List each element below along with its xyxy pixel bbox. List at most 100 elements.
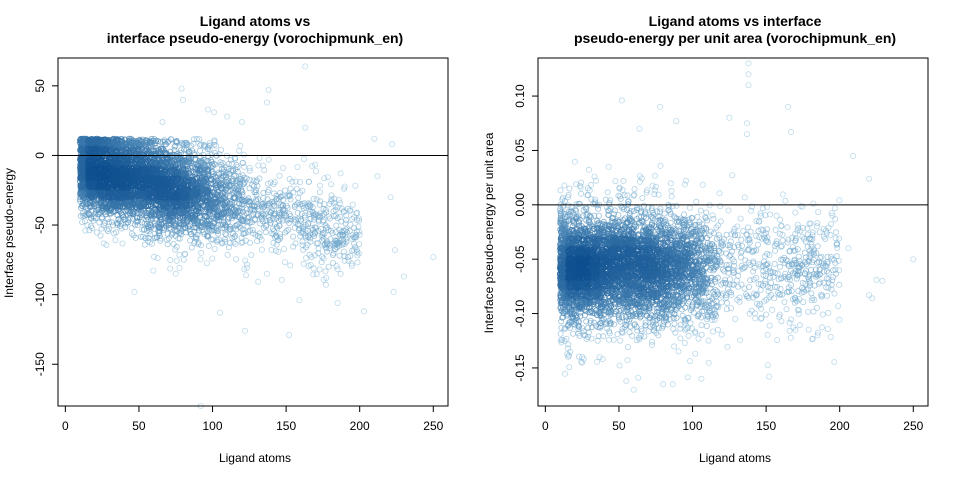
scatter-point (309, 231, 316, 238)
scatter-point (244, 214, 251, 221)
scatter-point (766, 373, 773, 380)
scatter-point (139, 226, 146, 233)
scatter-point (290, 233, 297, 240)
scatter-point (131, 288, 138, 295)
scatter-point (330, 250, 337, 257)
scatter-point (845, 245, 852, 252)
scatter-point (561, 182, 568, 189)
scatter-point (112, 237, 119, 244)
y-tick-label: -150 (33, 352, 47, 376)
scatter-point (171, 220, 178, 227)
scatter-point (222, 186, 229, 193)
scatter-point (242, 257, 249, 264)
scatter-point (113, 136, 120, 143)
scatter-point (240, 151, 247, 158)
scatter-point (233, 221, 240, 228)
scatter-point (669, 381, 676, 388)
scatter-point (161, 137, 168, 144)
scatter-point (673, 202, 680, 209)
scatter-point (237, 224, 244, 231)
scatter-point (222, 230, 229, 237)
scatter-point (618, 97, 625, 104)
scatter-point (319, 233, 326, 240)
x-tick-label: 150 (276, 419, 296, 433)
scatter-point (322, 206, 329, 213)
scatter-point (152, 137, 159, 144)
scatter-point (158, 156, 165, 163)
scatter-point (565, 341, 572, 348)
scatter-point (132, 218, 139, 225)
scatter-point (87, 204, 94, 211)
scatter-point (297, 233, 304, 240)
scatter-point (128, 230, 135, 237)
scatter-point (725, 207, 732, 214)
scatter-point (342, 232, 349, 239)
scatter-point (836, 281, 843, 288)
scatter-point (557, 187, 564, 194)
scatter-point (718, 331, 725, 338)
scatter-point (331, 195, 338, 202)
scatter-point (145, 234, 152, 241)
scatter-point (334, 266, 341, 273)
scatter-point (143, 146, 150, 153)
scatter-point (146, 228, 153, 235)
scatter-point (246, 164, 253, 171)
scatter-point (605, 336, 612, 343)
left-plot-y-axis-label: Interface pseudo-energy (2, 168, 16, 298)
scatter-point (222, 238, 229, 245)
scatter-point (641, 333, 648, 340)
scatter-point (242, 272, 249, 279)
scatter-point (698, 331, 705, 338)
scatter-point (221, 189, 228, 196)
scatter-point (293, 185, 300, 192)
scatter-point (164, 241, 171, 248)
scatter-point (166, 210, 173, 217)
scatter-point (336, 232, 343, 239)
scatter-point (716, 190, 723, 197)
scatter-point (389, 141, 396, 148)
scatter-point (325, 263, 332, 270)
scatter-point (312, 168, 319, 175)
scatter-point (273, 241, 280, 248)
scatter-point (113, 140, 120, 147)
scatter-point (717, 203, 724, 210)
scatter-point (78, 136, 85, 143)
scatter-point (354, 252, 361, 259)
scatter-point (557, 330, 564, 337)
x-tick-label: 50 (132, 419, 146, 433)
scatter-point (191, 214, 198, 221)
scatter-point (244, 223, 251, 230)
scatter-point (746, 283, 753, 290)
scatter-point (240, 180, 247, 187)
scatter-point (325, 240, 332, 247)
scatter-point (195, 239, 202, 246)
scatter-point (796, 322, 803, 329)
scatter-point (188, 231, 195, 238)
scatter-point (849, 152, 856, 159)
scatter-point (824, 292, 831, 299)
scatter-point (150, 267, 157, 274)
scatter-point (164, 139, 171, 146)
scatter-point (86, 211, 93, 218)
scatter-point (125, 216, 132, 223)
scatter-point (271, 234, 278, 241)
scatter-point (213, 224, 220, 231)
right-plot-title-line-1: Ligand atoms vs interface (649, 13, 822, 29)
scatter-point (254, 182, 261, 189)
scatter-point (292, 178, 299, 185)
scatter-point (227, 156, 234, 163)
scatter-point (111, 230, 118, 237)
scatter-point (231, 213, 238, 220)
scatter-point (84, 222, 91, 229)
scatter-point (276, 195, 283, 202)
scatter-point (78, 204, 85, 211)
scatter-point (204, 204, 211, 211)
scatter-point (786, 319, 793, 326)
scatter-point (831, 358, 838, 365)
scatter-point (246, 185, 253, 192)
scatter-point (223, 178, 230, 185)
scatter-point (301, 214, 308, 221)
scatter-point (324, 174, 331, 181)
scatter-point (238, 196, 245, 203)
scatter-point (255, 278, 262, 285)
